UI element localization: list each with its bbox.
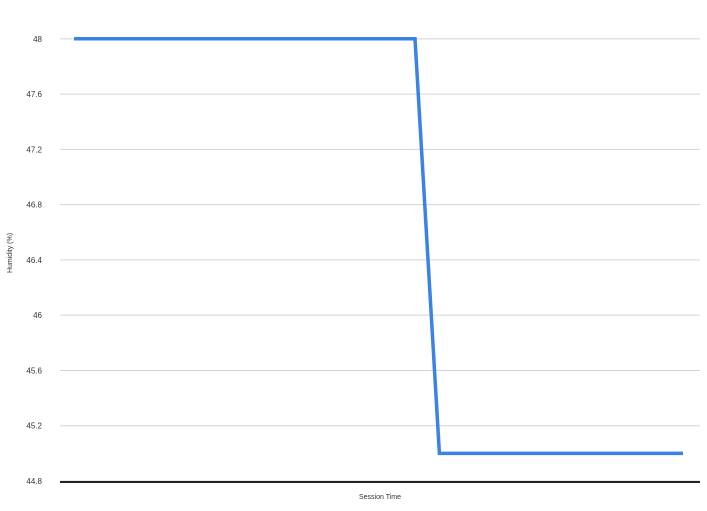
series-layer: [74, 37, 683, 456]
y-tick-label: 47.2: [26, 145, 42, 154]
series-line: [74, 37, 683, 456]
y-tick-label: 45.2: [26, 422, 42, 431]
y-axis-label: Humidity (%): [7, 233, 14, 273]
y-tick-label: 46: [33, 311, 42, 320]
gridlines: [60, 38, 700, 482]
x-axis-label: Session Time: [359, 494, 401, 501]
y-axis-ticks: 48 47.6 47.2 46.8 46.4 46 45.6 45.2 44.8: [26, 35, 42, 486]
y-tick-label: 46.8: [26, 201, 42, 210]
y-tick-label: 44.8: [26, 477, 42, 486]
y-tick-label: 45.6: [26, 366, 42, 375]
y-tick-label: 48: [33, 35, 42, 44]
y-tick-label: 46.4: [26, 256, 42, 265]
y-tick-label: 47.6: [26, 90, 42, 99]
